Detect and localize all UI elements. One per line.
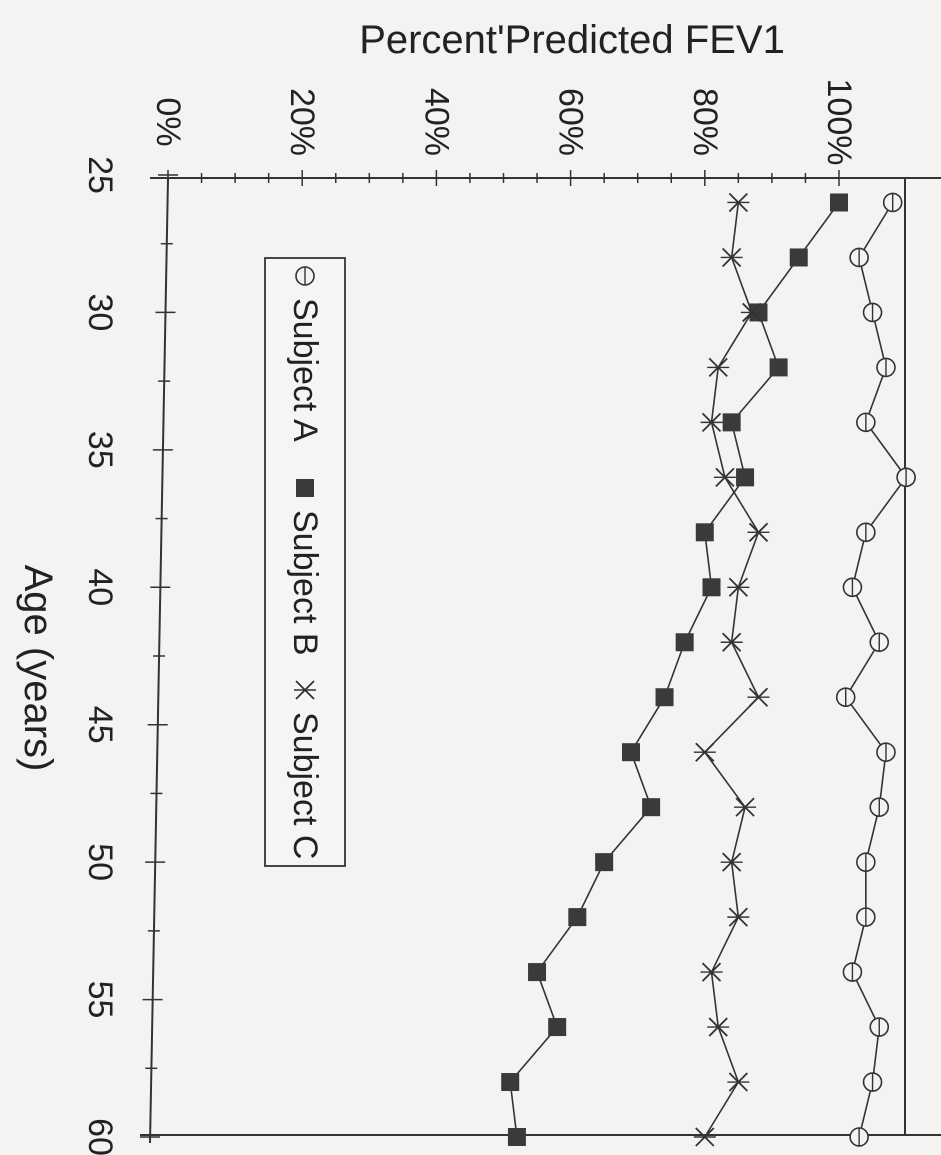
square-marker (675, 633, 694, 652)
age-tick-label: 35 (81, 431, 119, 469)
axis-titles: Percent'Predicted FEV1 Age (years) (16, 18, 785, 771)
square-marker (595, 853, 614, 872)
square-marker (695, 523, 714, 542)
series-line (509, 202, 840, 1138)
age-tick-label: 25 (81, 156, 119, 194)
percent-tick-label: 100% (820, 79, 858, 166)
square-marker (528, 963, 547, 982)
square-marker (621, 743, 640, 762)
age-tick-label: 30 (81, 294, 119, 332)
age-tick-label: 60 (81, 1118, 119, 1155)
percent-tick-label: 80% (686, 88, 724, 156)
legend-label: Subject A (286, 298, 324, 442)
legend: Subject A Subject B Subject C (264, 257, 346, 867)
square-marker (789, 248, 808, 267)
percent-tick-label: 40% (417, 88, 455, 156)
series-subject-b (501, 193, 848, 1146)
square-marker (769, 358, 788, 377)
age-axis-line (149, 177, 169, 1144)
percent-tick-label: 0% (149, 97, 187, 146)
series-line (703, 202, 760, 1138)
age-axis-title: Age (years) (16, 565, 60, 772)
square-marker (642, 798, 661, 817)
square-marker (736, 468, 755, 487)
percent-tick-label: 60% (552, 88, 590, 156)
square-marker (296, 479, 314, 497)
legend-box (264, 257, 346, 867)
square-marker (830, 193, 848, 212)
legend-label: Subject B (286, 510, 324, 656)
age-tick-label: 50 (81, 843, 119, 881)
percent-tick-label: 20% (283, 88, 321, 156)
axes: 0% 20% 40% 60% 80% 100% 25 30 35 40 45 50 55 60 (81, 79, 941, 1155)
square-marker (548, 1018, 567, 1037)
square-marker (722, 413, 741, 432)
series-layer (501, 192, 916, 1147)
series-subject-a (835, 192, 916, 1147)
legend-label: Subject C (286, 712, 324, 859)
series-subject-c (693, 192, 770, 1147)
square-marker (702, 578, 721, 597)
percent-axis-title: Percent'Predicted FEV1 (359, 18, 785, 62)
square-marker (507, 1128, 526, 1146)
age-tick-label: 55 (81, 981, 119, 1019)
square-marker (501, 1073, 520, 1092)
square-marker (655, 688, 674, 707)
series-line (844, 202, 908, 1138)
age-tick-label: 45 (81, 706, 119, 744)
square-marker (568, 908, 587, 927)
age-tick-label: 40 (81, 568, 119, 606)
